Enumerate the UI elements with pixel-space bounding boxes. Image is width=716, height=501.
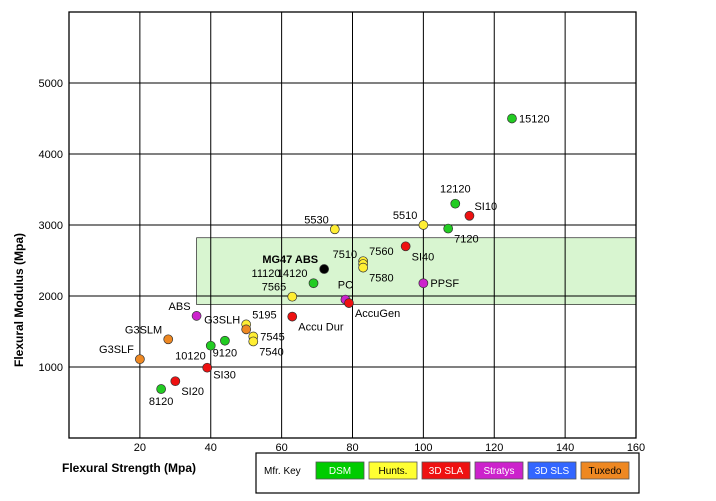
- y-tick-label: 4000: [39, 149, 63, 161]
- x-tick-label: 40: [205, 442, 217, 454]
- data-point: [358, 262, 368, 273]
- x-tick-label: 160: [627, 442, 645, 454]
- point-label: 14120: [277, 268, 308, 280]
- data-point: [329, 224, 340, 235]
- data-point: [308, 278, 319, 289]
- legend-entry-label: DSM: [329, 466, 351, 477]
- point-label: AccuGen: [355, 308, 400, 320]
- highlight-region: [196, 237, 637, 305]
- point-label: G3SLM: [125, 324, 162, 336]
- y-tick-label: 2000: [39, 291, 63, 303]
- data-point: [287, 311, 298, 322]
- point-label: PC: [338, 280, 353, 292]
- legend-swatch: [474, 461, 524, 480]
- point-label: 5195: [252, 309, 276, 321]
- point-label: 7565: [262, 282, 286, 294]
- data-point: [464, 210, 475, 221]
- legend-title: Mfr. Key: [264, 466, 301, 477]
- y-axis-title: Flexural Modulus (Mpa): [12, 233, 26, 367]
- point-label: G3SLH: [204, 314, 240, 326]
- point-label: 7545: [260, 331, 284, 343]
- x-tick-label: 60: [276, 442, 288, 454]
- data-point: [202, 362, 213, 373]
- legend-entry-label: Tuxedo: [589, 466, 622, 477]
- data-point: [450, 198, 461, 209]
- point-label: 7560: [369, 246, 393, 258]
- data-point: [507, 113, 517, 124]
- point-label: MG47 ABS: [262, 254, 318, 266]
- point-label: 9120: [213, 348, 237, 360]
- legend-swatch: [315, 461, 365, 480]
- legend-entry-label: Stratys: [483, 466, 514, 477]
- data-point: [163, 334, 174, 345]
- legend-swatch: [421, 461, 471, 480]
- data-point: [248, 336, 259, 347]
- data-point: [205, 340, 216, 351]
- point-label: 7120: [454, 234, 478, 246]
- legend-entry-label: 3D SLS: [535, 466, 570, 477]
- legend-entry-label: Hunts.: [379, 466, 408, 477]
- data-point: [418, 278, 429, 289]
- data-point: [156, 384, 166, 394]
- y-tick-label: 5000: [39, 78, 63, 90]
- point-label: 5510: [393, 210, 417, 222]
- data-point: [220, 335, 230, 346]
- data-point: [418, 220, 429, 230]
- x-tick-label: 20: [134, 442, 146, 454]
- point-label: 10120: [175, 351, 206, 363]
- point-label: PPSF: [430, 278, 459, 290]
- data-point: [191, 311, 202, 321]
- point-label: SI30: [213, 370, 236, 382]
- point-label: 7510: [333, 249, 357, 261]
- x-tick-label: 100: [414, 442, 432, 454]
- point-label: 11120: [252, 268, 281, 280]
- point-label: 5530: [304, 214, 328, 226]
- data-point: [443, 223, 454, 234]
- data-point: [400, 241, 411, 252]
- point-label: SI40: [412, 251, 435, 263]
- point-label: 7580: [369, 273, 393, 285]
- point-label: Accu Dur: [298, 322, 344, 334]
- data-point: [287, 291, 298, 302]
- legend-swatch: [580, 461, 630, 480]
- point-label: 7540: [259, 346, 283, 358]
- x-tick-label: 80: [346, 442, 358, 454]
- data-point: [319, 264, 329, 274]
- data-point: [170, 376, 181, 387]
- point-label: 12120: [440, 184, 471, 196]
- legend-swatch: [527, 461, 577, 480]
- point-label: SI10: [474, 201, 497, 213]
- x-axis-title: Flexural Strength (Mpa): [62, 461, 196, 475]
- data-point: [344, 298, 354, 308]
- point-label: 15120: [519, 114, 550, 126]
- y-tick-label: 3000: [39, 220, 63, 232]
- point-label: G3SLF: [99, 344, 134, 356]
- data-point: [135, 354, 145, 365]
- legend: Mfr. Key DSM Hunts. 3D SLA Stratys 3D SLS Tuxe…: [255, 452, 640, 494]
- y-tick-label: 1000: [39, 362, 63, 374]
- x-tick-label: 120: [485, 442, 503, 454]
- point-label: ABS: [169, 301, 191, 313]
- data-point: [241, 324, 252, 335]
- legend-swatch: [368, 461, 418, 480]
- legend-entry-label: 3D SLA: [429, 466, 464, 477]
- plot-frame: [68, 11, 637, 439]
- point-label: SI20: [181, 386, 204, 398]
- point-label: 8120: [149, 396, 173, 408]
- x-tick-label: 140: [556, 442, 574, 454]
